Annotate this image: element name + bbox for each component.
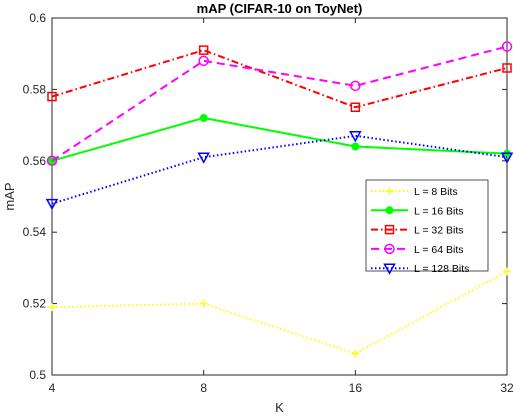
legend-label: L = 8 Bits [414, 186, 458, 198]
legend-label: L = 64 Bits [414, 244, 464, 256]
data-point [198, 45, 209, 55]
series-5 [45, 131, 514, 211]
x-tick-label: 16 [349, 381, 363, 395]
y-tick-label: 0.54 [23, 225, 47, 239]
data-point [349, 131, 362, 143]
data-point [384, 243, 395, 255]
legend-entry: L = 16 Bits [371, 205, 464, 217]
legend-entry: L = 8 Bits [371, 186, 458, 198]
data-point [350, 102, 361, 112]
legend-entry: L = 128 Bits [371, 263, 469, 275]
x-tick-label: 32 [500, 381, 514, 395]
data-point [503, 267, 511, 276]
legend: L = 8 Bits L = 16 Bits L = 32 Bits L = 64 B… [365, 179, 489, 275]
data-point [48, 303, 56, 312]
series-4 [46, 41, 513, 167]
data-point [199, 299, 208, 308]
data-point [500, 152, 514, 164]
y-tick-label: 0.6 [29, 11, 46, 25]
x-tick-label: 4 [49, 381, 56, 395]
data-point [197, 152, 210, 164]
series-line [51, 49, 508, 109]
x-tick-label: 8 [200, 381, 207, 395]
series-layer [45, 41, 514, 358]
data-point [47, 91, 57, 102]
legend-label: L = 128 Bits [414, 263, 469, 275]
series-1 [48, 267, 511, 358]
y-tick-label: 0.5 [29, 368, 46, 382]
x-axis-label: K [275, 400, 284, 415]
data-point [198, 55, 209, 67]
axis-ticks: 0.5 0.52 0.54 0.56 0.58 0.6 4 8 16 32 [23, 11, 514, 395]
data-point [384, 224, 395, 235]
data-point [351, 142, 360, 151]
y-tick-label: 0.58 [23, 82, 47, 96]
data-point [385, 187, 394, 195]
data-point [502, 63, 512, 73]
data-point [351, 349, 360, 358]
chart-title: mAP (CIFAR-10 on ToyNet) [197, 1, 363, 16]
data-point [385, 206, 394, 215]
data-point [46, 155, 58, 167]
y-axis-label: mAP [2, 182, 17, 210]
legend-label: L = 32 Bits [414, 225, 464, 237]
legend-entry: L = 32 Bits [371, 225, 464, 237]
data-point [199, 113, 208, 122]
legend-label: L = 16 Bits [414, 205, 464, 217]
series-3 [47, 45, 512, 112]
data-point [501, 41, 513, 52]
data-point [350, 80, 361, 92]
data-point [45, 198, 59, 211]
series-line [51, 116, 508, 162]
legend-entry: L = 64 Bits [371, 243, 464, 256]
series-line [51, 134, 508, 205]
data-point [383, 263, 396, 275]
y-tick-label: 0.56 [23, 154, 47, 168]
y-tick-label: 0.52 [23, 297, 47, 311]
